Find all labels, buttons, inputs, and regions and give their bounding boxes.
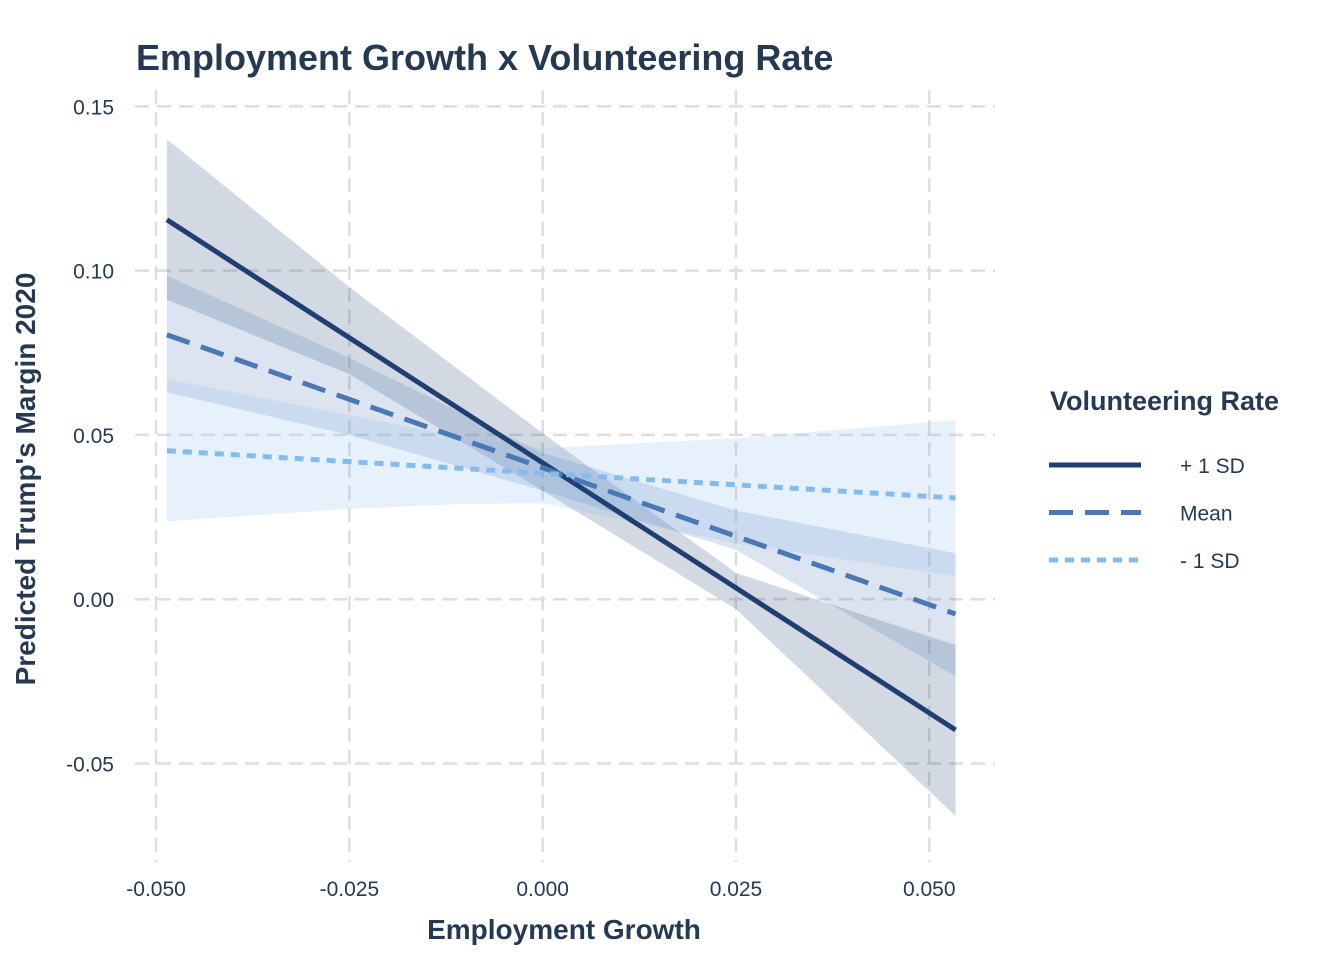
x-tick-label: 0.050 [903, 878, 956, 901]
y-tick-label: 0.15 [73, 96, 114, 119]
y-axis-ticks: 0.15 0.10 0.05 0.00 -0.05 [66, 96, 114, 776]
legend: Volunteering Rate + 1 SD Mean - 1 SD [1049, 386, 1279, 573]
legend-label: - 1 SD [1180, 550, 1240, 573]
x-axis-ticks: -0.050 -0.025 0.000 0.025 0.050 [126, 878, 955, 901]
series-lines [165, 217, 957, 733]
legend-label: + 1 SD [1180, 455, 1245, 478]
y-axis-title: Predicted Trump's Margin 2020 [10, 273, 41, 686]
chart-title: Employment Growth x Volunteering Rate [136, 37, 833, 78]
x-tick-label: -0.025 [320, 878, 380, 901]
series-line-2 [166, 448, 956, 501]
grid-lines [135, 90, 995, 862]
series-line-1 [166, 332, 957, 617]
x-axis-title: Employment Growth [427, 914, 701, 945]
x-tick-label: 0.000 [516, 878, 569, 901]
legend-label: Mean [1180, 503, 1233, 526]
x-tick-label: 0.025 [710, 878, 763, 901]
y-tick-label: 0.05 [73, 425, 114, 448]
legend-title: Volunteering Rate [1050, 386, 1279, 416]
y-tick-label: 0.00 [73, 589, 114, 612]
y-tick-label: 0.10 [73, 261, 114, 284]
x-tick-label: -0.050 [126, 878, 186, 901]
y-tick-label: -0.05 [66, 753, 114, 776]
